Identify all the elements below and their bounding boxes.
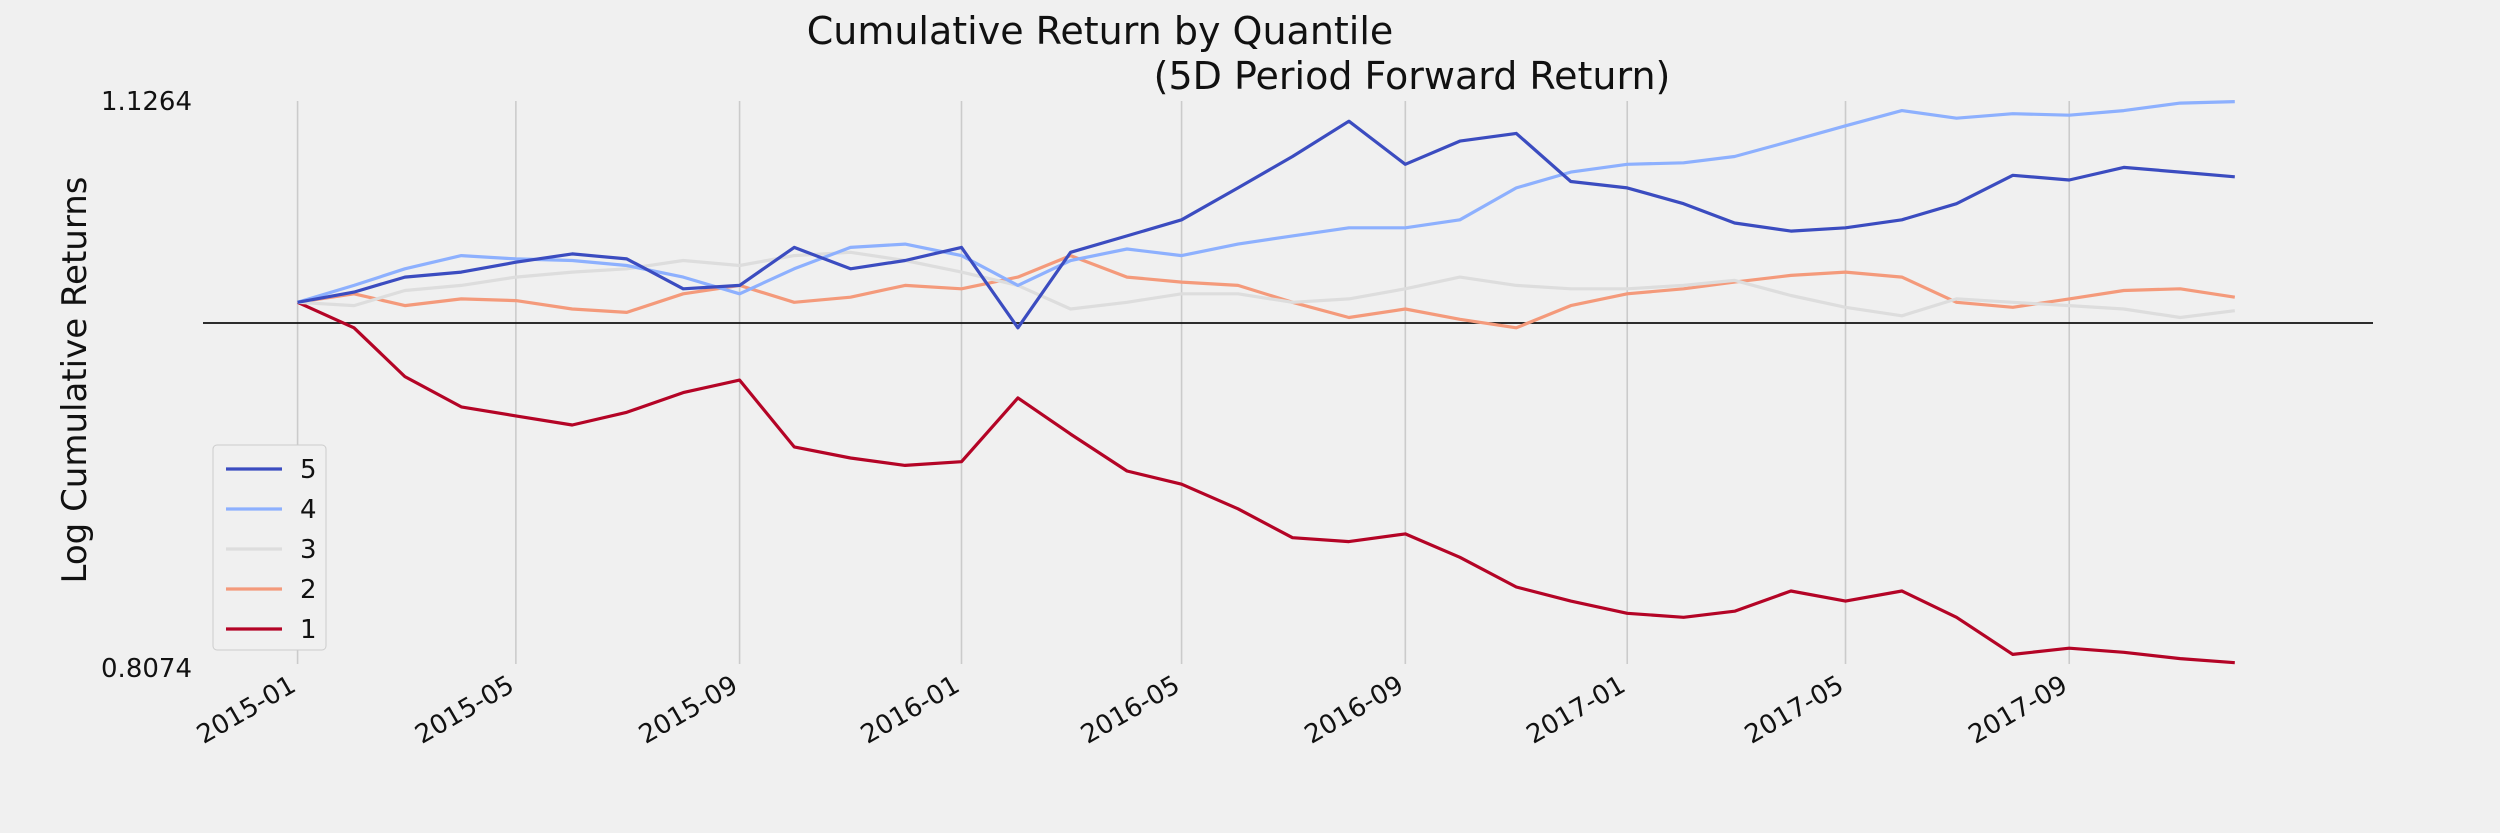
series-lines — [296, 100, 2236, 665]
series-line-5 — [297, 119, 2235, 330]
x-tick-label: 2015-09 — [634, 670, 743, 750]
vertical-grid — [296, 101, 2071, 664]
x-tick-label: 2016-01 — [856, 670, 965, 750]
x-tick-label: 2015-01 — [192, 670, 301, 750]
chart-subtitle: (5D Period Forward Return) — [1154, 54, 1671, 98]
series-line-3 — [297, 250, 2235, 320]
x-tick-label: 2017-09 — [1964, 670, 2073, 750]
legend-label-5: 5 — [300, 455, 317, 485]
y-axis-label: Log Cumulative Returns — [55, 177, 95, 584]
x-tick-label: 2017-05 — [1740, 670, 1849, 750]
legend: 5 4 3 2 1 — [212, 444, 327, 651]
series-line-1 — [296, 300, 2235, 665]
x-tick-labels: 2015-01 2015-05 2015-09 2016-01 2016-05 2016-… — [192, 670, 2073, 750]
x-tick-label: 2016-09 — [1300, 670, 1409, 750]
legend-label-4: 4 — [300, 495, 317, 525]
x-tick-label: 2015-05 — [410, 670, 519, 750]
x-tick-label: 2016-05 — [1076, 670, 1185, 750]
series-line-4 — [297, 100, 2235, 304]
chart-title: Cumulative Return by Quantile — [807, 9, 1394, 53]
y-tick-label-bottom: 0.8074 — [101, 654, 192, 684]
series-line-2 — [297, 254, 2236, 330]
legend-label-2: 2 — [300, 575, 317, 605]
legend-label-3: 3 — [300, 535, 317, 565]
legend-label-1: 1 — [300, 615, 317, 645]
y-tick-label-top: 1.1264 — [101, 87, 192, 117]
x-tick-label: 2017-01 — [1522, 670, 1631, 750]
